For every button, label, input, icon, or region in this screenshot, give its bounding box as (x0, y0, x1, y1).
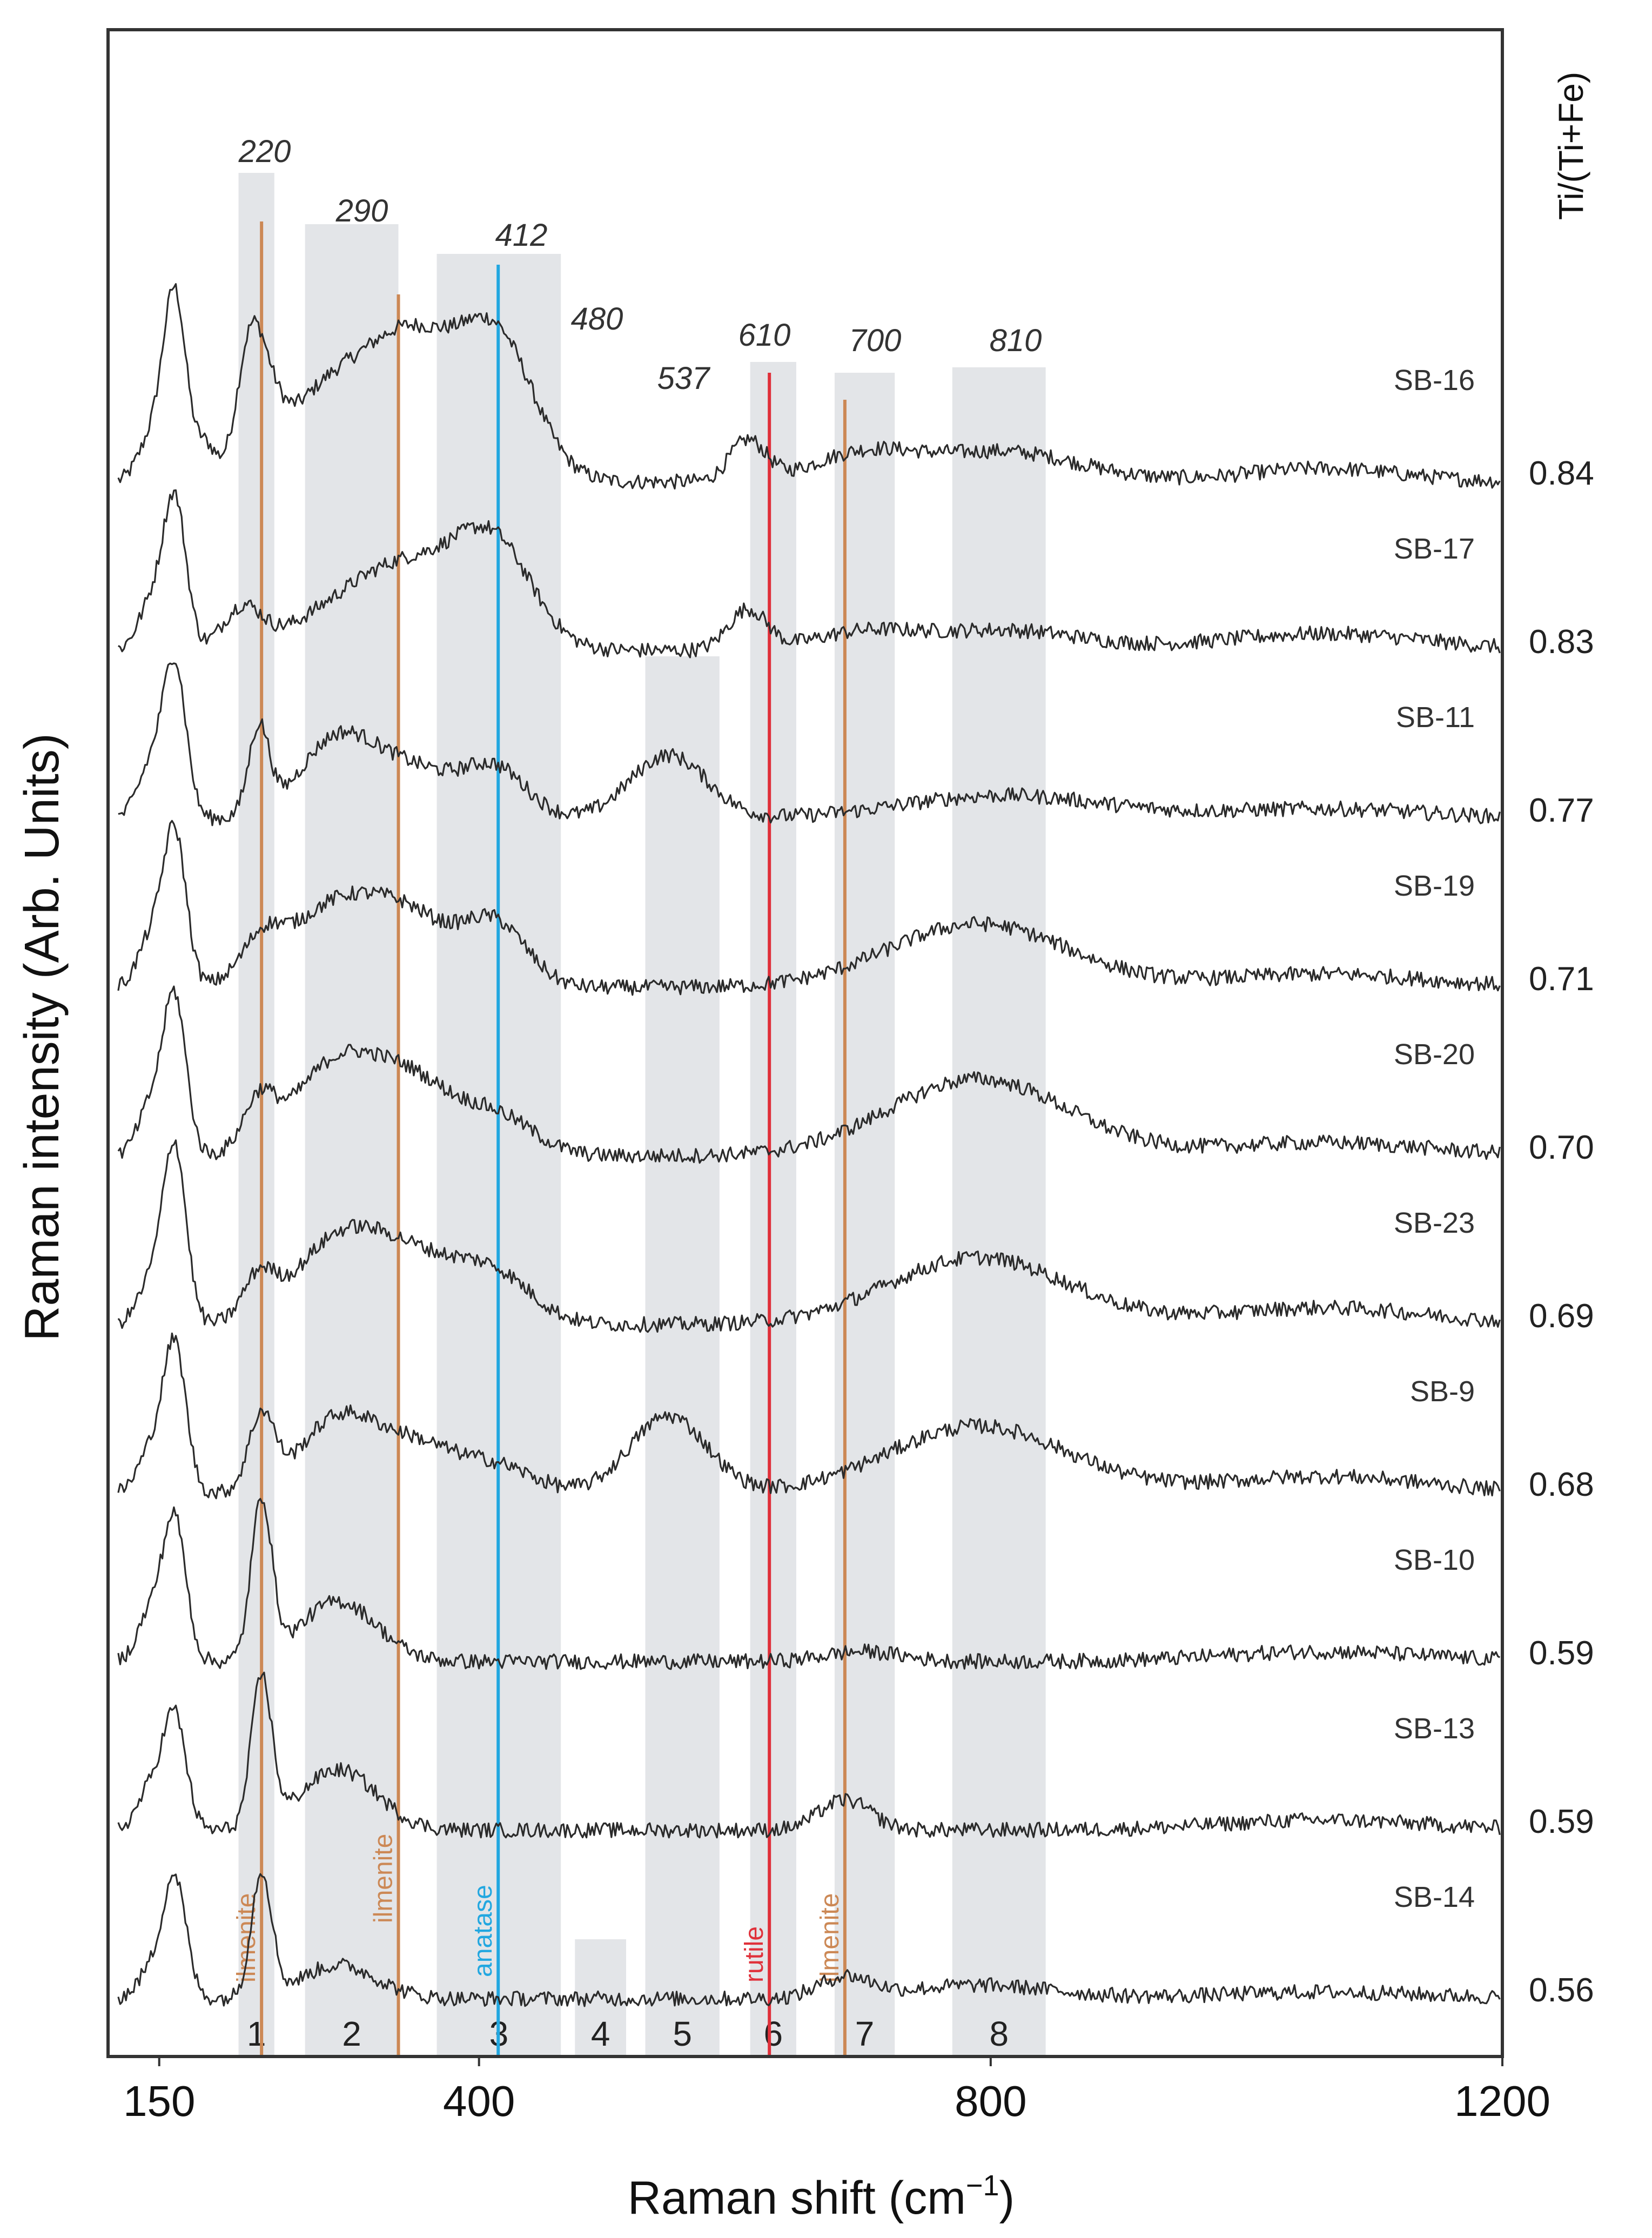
series-label-SB-13: SB-13 (1394, 1712, 1475, 1745)
spectrum-SB-20 (117, 985, 1501, 1164)
band-number-8: 8 (989, 2014, 1009, 2053)
labels-layer: SB-16 0.84 SB-17 0.83 SB-11 0.77 SB-19 0.71 SB-2… (1394, 364, 1594, 2009)
peak-label-220: 220 (238, 134, 291, 169)
ratio-value-SB-17: 0.83 (1529, 623, 1594, 661)
series-label-SB-11: SB-11 (1396, 701, 1475, 734)
band-8 (952, 367, 1046, 2056)
band-number-4: 4 (591, 2014, 610, 2053)
ratio-value-SB-19: 0.71 (1529, 960, 1594, 998)
series-label-SB-17: SB-17 (1394, 533, 1475, 565)
spectrum-SB-13 (117, 1671, 1501, 1839)
spectrum-SB-16 (117, 283, 1501, 490)
spectrum-SB-10 (117, 1498, 1501, 1670)
ratio-value-SB-13: 0.59 (1529, 1803, 1594, 1840)
peak-label-810: 810 (990, 323, 1042, 358)
spectrum-SB-23 (117, 1139, 1501, 1333)
x-tick-label-1200: 1200 (1454, 2077, 1550, 2125)
series-label-SB-23: SB-23 (1394, 1207, 1475, 1239)
spectrum-SB-19 (117, 819, 1501, 996)
peak-label-610: 610 (738, 318, 791, 353)
x-tick-label-150: 150 (123, 2077, 195, 2125)
spectrum-SB-17 (118, 489, 1501, 658)
ref-label-rutile-627: rutile (740, 1926, 769, 1982)
y-axis-title: Raman intensity (Arb. Units) (15, 733, 69, 1341)
series-label-SB-14: SB-14 (1394, 1881, 1475, 1913)
x-axis-title: Raman shift (cm−1) (628, 2169, 1015, 2224)
ratio-value-SB-23: 0.69 (1529, 1298, 1594, 1335)
ratio-value-SB-9: 0.68 (1529, 1466, 1594, 1503)
ref-label-ilmenite-230: ilmenite (232, 1893, 261, 1982)
series-label-SB-19: SB-19 (1394, 870, 1475, 902)
right-axis-title: Ti/(Ti+Fe) (1552, 72, 1590, 220)
band-number-7: 7 (855, 2014, 875, 2053)
peak-label-700: 700 (849, 323, 902, 358)
series-label-SB-20: SB-20 (1394, 1038, 1475, 1071)
spectra-layer (117, 283, 1501, 2007)
x-axis-title-main: Raman shift (cm (628, 2172, 966, 2224)
x-axis-title-exponent: −1 (966, 2169, 999, 2202)
reference-lines-layer: ilmenite ilmenite anatase rutile ilmenite (232, 221, 847, 2056)
x-tick-label-400: 400 (443, 2077, 515, 2125)
band-number-2: 2 (342, 2014, 361, 2053)
spectrum-SB-9 (117, 1332, 1501, 1500)
peak-label-480: 480 (571, 301, 623, 337)
ratio-value-SB-20: 0.70 (1529, 1129, 1594, 1166)
peak-label-537: 537 (657, 361, 711, 396)
ref-label-anatase-415: anatase (469, 1885, 498, 1977)
x-ticks-layer: 150 400 800 1200 (123, 2056, 1550, 2125)
band-number-5: 5 (673, 2014, 692, 2053)
ratio-value-SB-14: 0.56 (1529, 1972, 1594, 2009)
plot-frame (106, 28, 1504, 2058)
peak-label-412: 412 (495, 218, 548, 253)
x-axis-title-end: ) (999, 2172, 1015, 2224)
series-label-SB-9: SB-9 (1410, 1375, 1475, 1408)
band-5 (645, 656, 720, 2056)
ratio-value-SB-16: 0.84 (1529, 455, 1594, 492)
spectrum-SB-11 (118, 662, 1501, 826)
ref-label-ilmenite-337: ilmenite (370, 1834, 398, 1923)
ratio-value-SB-11: 0.77 (1529, 792, 1594, 829)
series-label-SB-16: SB-16 (1394, 364, 1475, 396)
x-tick-label-800: 800 (955, 2077, 1026, 2125)
ratio-value-SB-10: 0.59 (1529, 1635, 1594, 1672)
band-number-6: 6 (764, 2014, 783, 2053)
ref-label-ilmenite-686: ilmenite (816, 1893, 844, 1982)
band-2 (305, 224, 399, 2056)
series-label-SB-10: SB-10 (1394, 1544, 1475, 1576)
spectrum-SB-14 (117, 1873, 1501, 2007)
peak-label-290: 290 (335, 193, 388, 228)
